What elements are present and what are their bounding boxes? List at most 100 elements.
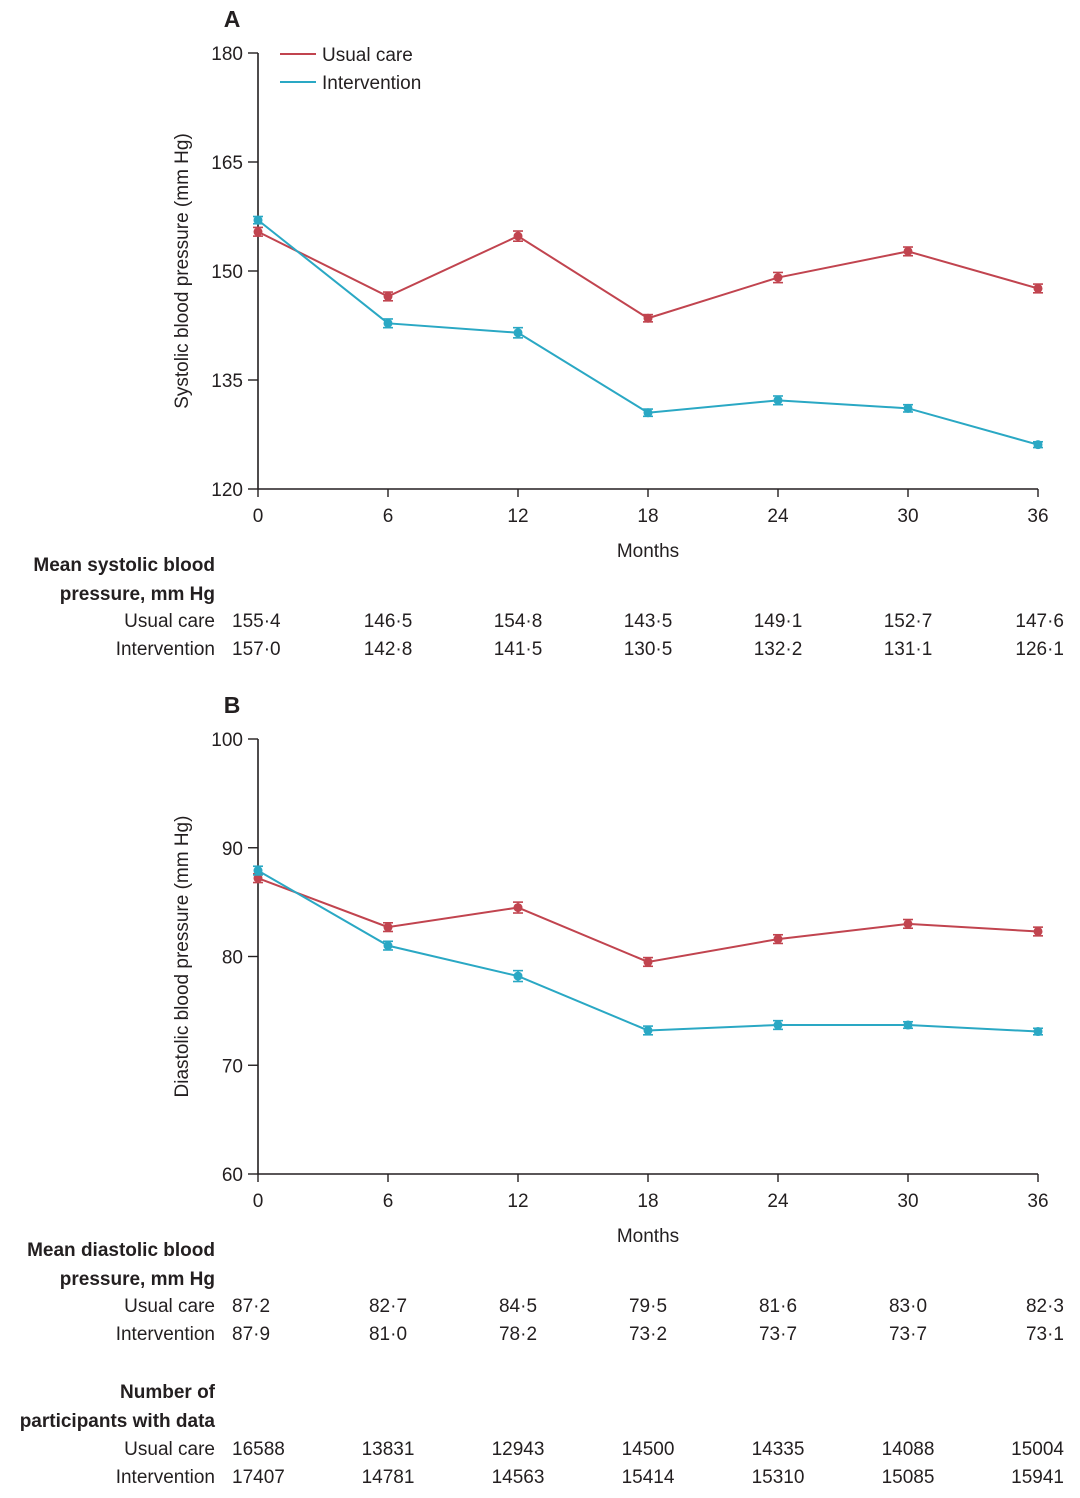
table-cell: 14088	[882, 1439, 935, 1460]
table-row-label: Intervention	[116, 1467, 215, 1488]
table-cell: 15414	[622, 1467, 675, 1488]
data-point-usual-care	[253, 227, 263, 237]
data-point-usual-care	[383, 291, 393, 301]
table-cell: 126·1	[1015, 639, 1064, 660]
table-cell: 141·5	[494, 639, 543, 660]
data-point-intervention	[773, 1020, 783, 1030]
y-tick-label: 80	[222, 948, 243, 969]
data-point-usual-care	[1033, 283, 1043, 293]
table-title-line1: Mean diastolic blood	[27, 1240, 215, 1261]
table-cell: 14563	[492, 1467, 545, 1488]
x-tick-label: 12	[507, 506, 528, 527]
table-cell: 15310	[752, 1467, 805, 1488]
table-cell: 81·0	[369, 1324, 407, 1345]
data-point-intervention	[773, 395, 783, 405]
series-line-usual-care	[257, 877, 1039, 963]
table-cell: 147·6	[1015, 611, 1064, 632]
table-cell: 17407	[232, 1467, 285, 1488]
x-tick-label: 36	[1027, 1191, 1048, 1212]
table-cell: 149·1	[754, 611, 803, 632]
data-point-usual-care	[773, 934, 783, 944]
table-cell: 132·2	[754, 639, 803, 660]
data-point-usual-care	[903, 246, 913, 256]
data-point-usual-care	[513, 903, 523, 913]
x-tick-label: 6	[383, 1191, 394, 1212]
table-cell: 15004	[1011, 1439, 1064, 1460]
table-cell: 146·5	[364, 611, 413, 632]
diastolic-table: Mean diastolic blood pressure, mm Hg Usual…	[27, 1240, 1064, 1345]
x-tick-label: 36	[1027, 506, 1048, 527]
table-cell: 78·2	[499, 1324, 537, 1345]
data-point-intervention	[513, 971, 523, 981]
series-line-usual-care	[257, 230, 1039, 320]
table-cell: 87·9	[232, 1324, 270, 1345]
series-line-intervention	[257, 869, 1039, 1033]
table-cell: 14781	[362, 1467, 415, 1488]
y-tick-label: 100	[211, 730, 243, 751]
table-title-line2: pressure, mm Hg	[60, 584, 215, 605]
data-point-intervention	[383, 318, 393, 328]
table-row-label: Usual care	[124, 611, 215, 632]
table-cell: 154·8	[494, 611, 543, 632]
participants-table: Number of participants with data Usual car…	[20, 1382, 1065, 1488]
y-tick-label: 135	[211, 371, 243, 392]
data-point-usual-care	[383, 922, 393, 932]
table-cell: 73·2	[629, 1324, 667, 1345]
data-point-intervention	[903, 1020, 913, 1030]
x-axis-title: Months	[617, 1226, 679, 1247]
legend-label-usual-care: Usual care	[322, 45, 413, 66]
x-tick-label: 0	[253, 506, 264, 527]
y-tick-label: 120	[211, 480, 243, 501]
table-cell: 157·0	[232, 639, 281, 660]
table-cell: 73·1	[1026, 1324, 1064, 1345]
table-title-line2: pressure, mm Hg	[60, 1269, 215, 1290]
table-cell: 131·1	[884, 639, 933, 660]
data-point-intervention	[513, 328, 523, 338]
table-cell: 15085	[882, 1467, 935, 1488]
y-tick-label: 90	[222, 839, 243, 860]
data-point-intervention	[903, 403, 913, 413]
table-cell: 142·8	[364, 639, 413, 660]
data-point-intervention	[253, 866, 263, 876]
table-cell: 87·2	[232, 1296, 270, 1317]
data-point-usual-care	[513, 231, 523, 241]
x-tick-label: 24	[767, 506, 789, 527]
x-tick-label: 18	[637, 1191, 658, 1212]
x-tick-label: 30	[897, 506, 918, 527]
panel-label: B	[224, 692, 241, 718]
data-point-usual-care	[1033, 926, 1043, 936]
table-cell: 73·7	[889, 1324, 927, 1345]
table-cell: 15941	[1011, 1467, 1064, 1488]
y-tick-label: 60	[222, 1165, 243, 1186]
y-tick-label: 70	[222, 1056, 243, 1077]
y-axis-title: Diastolic blood pressure (mm Hg)	[172, 816, 193, 1098]
table-cell: 84·5	[499, 1296, 537, 1317]
y-axis-title: Systolic blood pressure (mm Hg)	[172, 133, 193, 409]
x-tick-label: 24	[767, 1191, 789, 1212]
table-row-label: Intervention	[116, 639, 215, 660]
systolic-table: Mean systolic blood pressure, mm Hg Usual …	[33, 555, 1064, 660]
table-title-line1: Number of	[120, 1382, 216, 1403]
table-row-label: Intervention	[116, 1324, 215, 1345]
data-point-intervention	[383, 941, 393, 951]
x-tick-label: 18	[637, 506, 658, 527]
table-cell: 79·5	[629, 1296, 667, 1317]
panel-b-diastolic-chart: B 60 70 80 90 100 0 6 12 18 24 30 36 Months Diastolic …	[172, 692, 1049, 1247]
table-cell: 155·4	[232, 611, 281, 632]
data-point-usual-care	[773, 273, 783, 283]
x-tick-label: 0	[253, 1191, 264, 1212]
data-point-intervention	[643, 408, 653, 418]
table-cell: 82·7	[369, 1296, 407, 1317]
data-point-intervention	[253, 215, 263, 225]
table-cell: 152·7	[884, 611, 933, 632]
data-point-intervention	[1033, 440, 1043, 450]
panel-a-systolic-chart: A 120 135 150 165 180 0 6 12 18 24 30 36 Months Systol…	[172, 6, 1049, 562]
data-point-usual-care	[253, 873, 263, 883]
data-point-usual-care	[643, 957, 653, 967]
data-point-intervention	[1033, 1027, 1043, 1037]
table-row-label: Usual care	[124, 1296, 215, 1317]
table-cell: 83·0	[889, 1296, 927, 1317]
table-title-line2: participants with data	[20, 1411, 216, 1432]
table-cell: 12943	[492, 1439, 545, 1460]
